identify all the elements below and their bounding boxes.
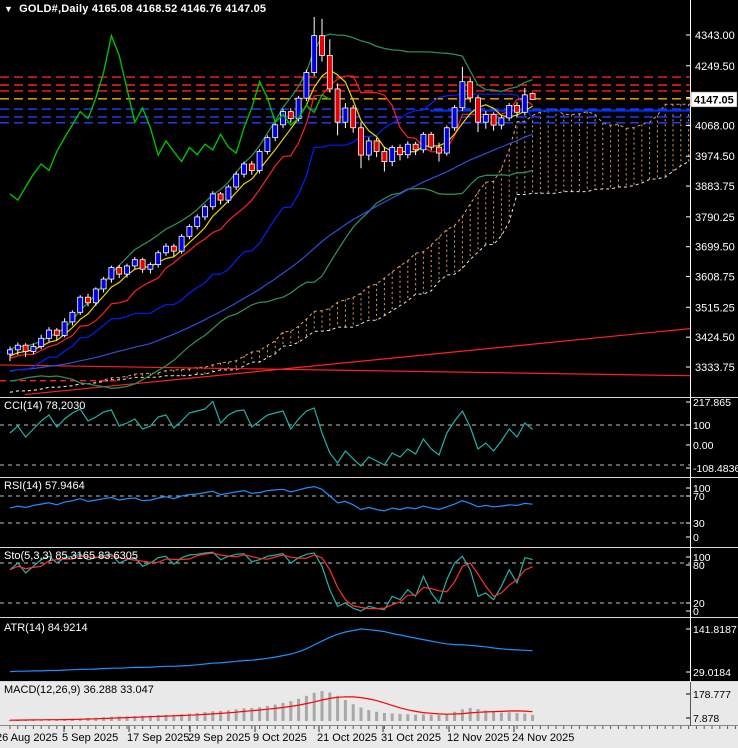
cci-axis-label: 217.865 xyxy=(693,397,731,409)
rsi-axis-label: 70 xyxy=(693,491,705,503)
current-price-tag xyxy=(690,91,738,108)
price-tick-label: 4343.00 xyxy=(695,30,735,42)
bollinger-lower xyxy=(9,169,533,390)
macd-pane xyxy=(8,690,535,722)
cci-pane-label: CCI(14) 78,2030 xyxy=(4,400,86,412)
rsi-axis-label: 100 xyxy=(693,483,711,495)
date-tick-label: 12 Nov 2025 xyxy=(447,732,509,744)
price-tick-label: 3515.25 xyxy=(695,302,735,314)
chikou-span xyxy=(9,33,331,202)
rsi-axis-label: 30 xyxy=(693,518,705,530)
ma-slow xyxy=(9,133,533,372)
cci-axis-label: -108.4836 xyxy=(693,463,738,475)
rsi-pane xyxy=(0,485,690,524)
macd-axis-label: 7.878 xyxy=(693,713,719,725)
price-tick-label: 3333.75 xyxy=(695,362,735,374)
atr-axis-label: 141.8187 xyxy=(693,624,737,636)
date-tick-label: 17 Sep 2025 xyxy=(127,732,189,744)
symbol-period-label: GOLD#,Daily xyxy=(19,3,89,15)
atr-pane-label: ATR(14) 84.9214 xyxy=(4,622,88,634)
ohlc-readout: 4165.08 4168.52 4146.76 4147.05 xyxy=(91,3,267,15)
date-tick-label: 5 Sep 2025 xyxy=(62,732,118,744)
date-tick-label: 31 Oct 2025 xyxy=(381,732,441,744)
price-tick-label: 3608.75 xyxy=(695,272,735,284)
stochastic-pane-label: Sto(5,3,3) 85.3165 83.6305 xyxy=(4,550,138,562)
cci-pane xyxy=(0,400,690,467)
price-tick-label: 4068.00 xyxy=(695,120,735,132)
time-axis-bg xyxy=(0,726,738,748)
cci-axis-label: 100 xyxy=(693,420,711,432)
symbol-dropdown-icon[interactable]: ▼ xyxy=(4,4,14,14)
date-tick-label: 9 Oct 2025 xyxy=(253,732,307,744)
price-tick-label: 3883.75 xyxy=(695,181,735,193)
date-tick-label: 29 Sep 2025 xyxy=(188,732,250,744)
trendline xyxy=(24,327,690,396)
price-tick-label: 4249.50 xyxy=(695,61,735,73)
sto-axis-label: 20 xyxy=(693,598,705,610)
rsi-pane-label: RSI(14) 57.9464 xyxy=(4,480,85,492)
sto-axis-label: 100 xyxy=(693,552,711,564)
candles xyxy=(7,16,536,361)
current-price-label: 4147.05 xyxy=(694,94,734,106)
trendline xyxy=(0,364,690,377)
chart-title: ▼ GOLD#,Daily 4165.08 4168.52 4146.76 414… xyxy=(4,3,266,15)
price-tick-label: 3790.25 xyxy=(695,212,735,224)
ichimoku-cloud xyxy=(9,103,690,393)
price-tick-label: 3424.50 xyxy=(695,332,735,344)
cci-axis-label: 0.00 xyxy=(693,440,714,452)
sto-pane xyxy=(0,551,690,612)
atr-pane xyxy=(9,628,533,673)
date-tick-label: 21 Oct 2025 xyxy=(317,732,377,744)
sto-axis-label: 80 xyxy=(693,560,705,572)
atr-axis-label: 29.0184 xyxy=(693,667,731,679)
macd-axis-label: 178.777 xyxy=(693,689,731,701)
price-tick-label: 3974.50 xyxy=(695,151,735,163)
date-tick-label: 24 Nov 2025 xyxy=(512,732,574,744)
price-tick-label: 3699.50 xyxy=(695,242,735,254)
main-price-pane xyxy=(0,16,690,396)
macd-pane-label: MACD(12,26,9) 36.288 33.047 xyxy=(4,684,154,696)
date-tick-label: 26 Aug 2025 xyxy=(0,732,58,744)
rsi-axis-label: 0 xyxy=(693,532,699,544)
sto-axis-label: 0 xyxy=(693,606,699,618)
kijun-sen xyxy=(9,93,534,373)
